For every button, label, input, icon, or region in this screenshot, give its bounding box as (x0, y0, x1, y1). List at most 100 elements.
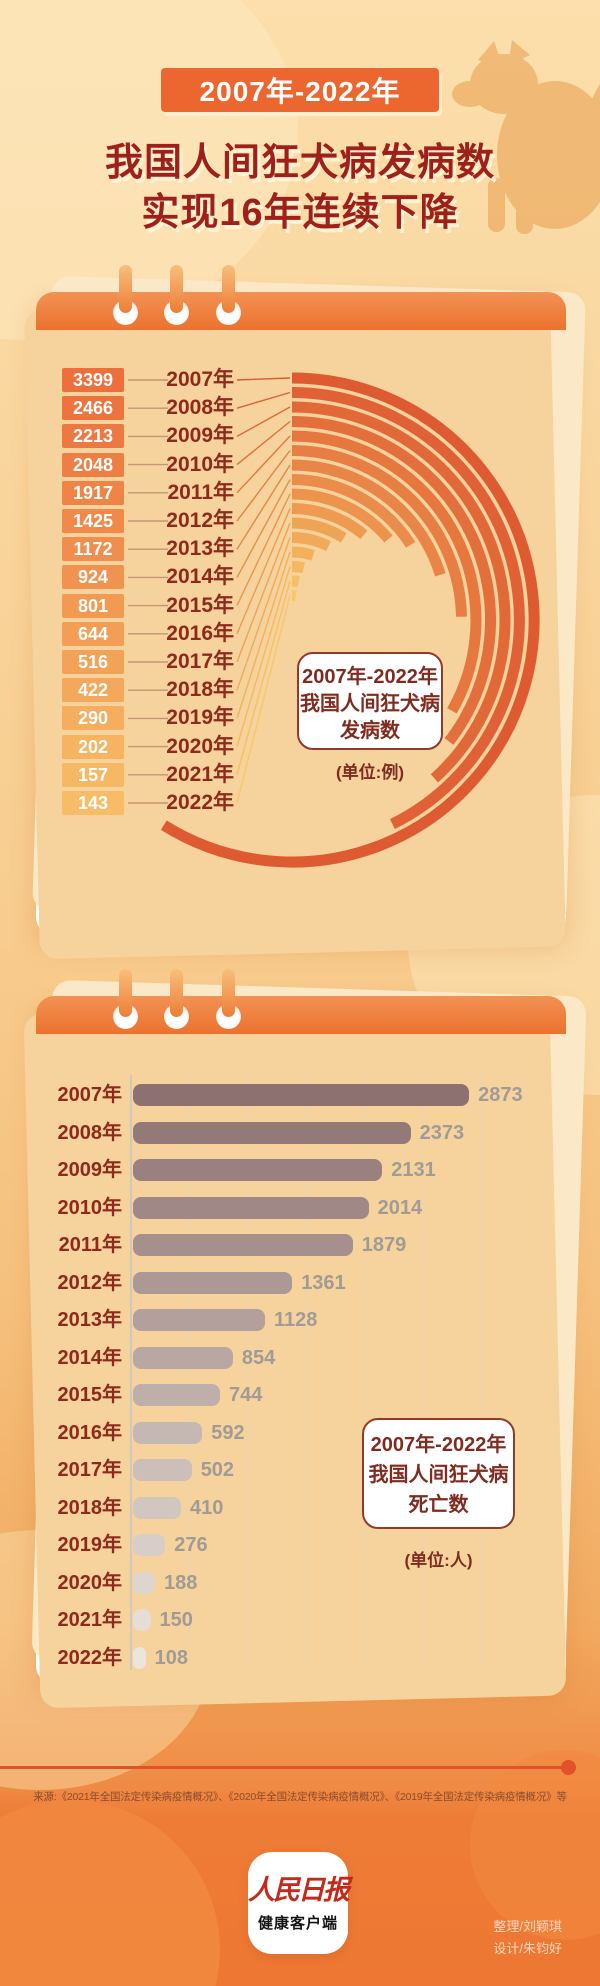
deaths-value-label: 2131 (391, 1159, 436, 1181)
incidence-year-label: 2011年 (167, 480, 234, 504)
deaths-year-label: 2019年 (57, 1534, 123, 1556)
deaths-bar (133, 1384, 220, 1406)
ring-tube (119, 969, 132, 1017)
binder-ring (113, 265, 138, 327)
deaths-value-label: 276 (174, 1534, 208, 1556)
incidence-value-badge: 157 (62, 762, 124, 787)
incidence-year-label: 2022年 (166, 791, 234, 814)
incidence-value-badge: 1425 (62, 509, 124, 533)
year-leader-line (236, 464, 291, 550)
source-text: 来源:《2021年全国法定传染病疫情概况》、《2020年全国法定传染病疫情概况》… (33, 1790, 567, 1803)
incidence-year-label: 2014年 (166, 565, 234, 589)
deaths-card: 2007年 2873 2008年 2373 2009年 2131 2010年 2… (36, 969, 566, 1684)
incidence-value-badge: 516 (62, 650, 124, 674)
deaths-bar (133, 1346, 233, 1369)
logo-masthead-text: 人民日报 (248, 1875, 350, 1905)
incidence-year-label: 2015年 (166, 593, 234, 617)
deaths-year-label: 2020年 (57, 1571, 123, 1594)
ring-tube (222, 969, 235, 1017)
deaths-bar (133, 1609, 151, 1631)
incidence-label-line: 2007年-2022年 (302, 666, 438, 688)
binder-ring (216, 969, 241, 1031)
binder-ring (216, 265, 241, 327)
incidence-value-badge: 143 (62, 791, 124, 815)
deaths-bar (133, 1534, 166, 1556)
incidence-arc (291, 546, 315, 561)
deaths-value-label: 108 (154, 1646, 188, 1669)
incidence-label-line: 发病数 (340, 720, 400, 742)
incidence-value-badge: 924 (62, 565, 124, 590)
page-title: 我国人间狂犬病发病数 实现16年连续下降 (0, 138, 600, 238)
deaths-value-label: 150 (159, 1609, 193, 1631)
ring-tube (222, 265, 235, 313)
incidence-value-badge: 2213 (62, 424, 124, 449)
incidence-value-badge: 422 (62, 678, 124, 703)
binder-ring (164, 969, 189, 1031)
deaths-bar (133, 1084, 470, 1106)
incidence-arc (291, 488, 393, 543)
deaths-label-line: 死亡数 (408, 1494, 469, 1516)
deaths-unit-label: (单位:人) (404, 1551, 473, 1570)
incidence-value-badge: 202 (62, 734, 124, 759)
incidence-value-badge: 290 (62, 706, 124, 731)
incidence-arc (291, 517, 347, 543)
incidence-year-label: 2018年 (166, 678, 234, 702)
deaths-value-label: 854 (241, 1346, 276, 1369)
year-leader-line (236, 479, 291, 578)
deaths-year-label: 2010年 (57, 1196, 123, 1219)
incidence-arc (291, 459, 446, 577)
deaths-value-label: 410 (190, 1496, 224, 1519)
binder-ring (164, 265, 189, 327)
deaths-bar (133, 1309, 265, 1331)
deaths-value-label: 744 (229, 1384, 263, 1406)
page-title-line1: 我国人间狂犬病发病数 (104, 142, 495, 184)
deaths-value-label: 2373 (419, 1121, 465, 1144)
incidence-label-box: 2007年-2022年 我国人间狂犬病 发病数 (297, 652, 443, 750)
footer-circle-decor (470, 1750, 600, 1940)
incidence-value-badge: 644 (62, 621, 124, 646)
incidence-year-label: 2009年 (166, 424, 234, 448)
year-leader-line (236, 595, 291, 804)
incidence-year-label: 2013年 (166, 537, 234, 561)
deaths-bar (133, 1459, 192, 1481)
incidence-value-badge: 2048 (62, 452, 124, 477)
incidence-value-badge: 1917 (62, 480, 124, 505)
incidence-arc (291, 474, 416, 548)
deaths-bar (133, 1571, 155, 1594)
incidence-value-badge: 1172 (62, 537, 124, 562)
deaths-year-label: 2015年 (57, 1384, 123, 1406)
deaths-value-label: 1128 (274, 1309, 318, 1331)
footer-circle-decor (0, 1800, 220, 1986)
year-leader-line (236, 377, 291, 381)
deaths-bar (133, 1159, 383, 1181)
year-leader-line (236, 566, 291, 747)
footer-divider-line (0, 1766, 566, 1769)
deaths-year-label: 2022年 (57, 1646, 123, 1669)
deaths-bar (133, 1121, 411, 1144)
year-leader-line (236, 537, 291, 691)
ring-tube (170, 265, 183, 313)
binder-ring (113, 969, 138, 1031)
year-leader-line (236, 493, 291, 606)
incidence-year-label: 2007年 (166, 368, 234, 391)
incidence-year-label: 2016年 (166, 621, 234, 645)
ring-tube (119, 265, 132, 313)
incidence-label-line: 我国人间狂犬病 (300, 693, 440, 715)
deaths-value-label: 502 (200, 1459, 235, 1481)
incidence-arc (291, 532, 332, 552)
ring-tube (170, 969, 183, 1017)
credit-editor: 整理/刘颖琪 (493, 1919, 562, 1934)
deaths-year-label: 2016年 (57, 1421, 123, 1444)
incidence-year-label: 2020年 (166, 734, 234, 758)
incidence-arc (291, 445, 467, 617)
incidence-year-label: 2017年 (166, 650, 234, 673)
deaths-year-label: 2021年 (57, 1609, 123, 1631)
incidence-arc (291, 561, 305, 574)
logo-subtitle-text: 健康客户端 (257, 1915, 338, 1932)
period-badge: 2007年-2022年 (161, 68, 439, 112)
incidence-unit-label: (单位:例) (336, 763, 404, 782)
year-leader-line (236, 391, 291, 409)
deaths-value-label: 1879 (361, 1234, 407, 1256)
deaths-value-label: 1361 (301, 1271, 346, 1294)
incidence-year-label: 2012年 (166, 509, 234, 532)
